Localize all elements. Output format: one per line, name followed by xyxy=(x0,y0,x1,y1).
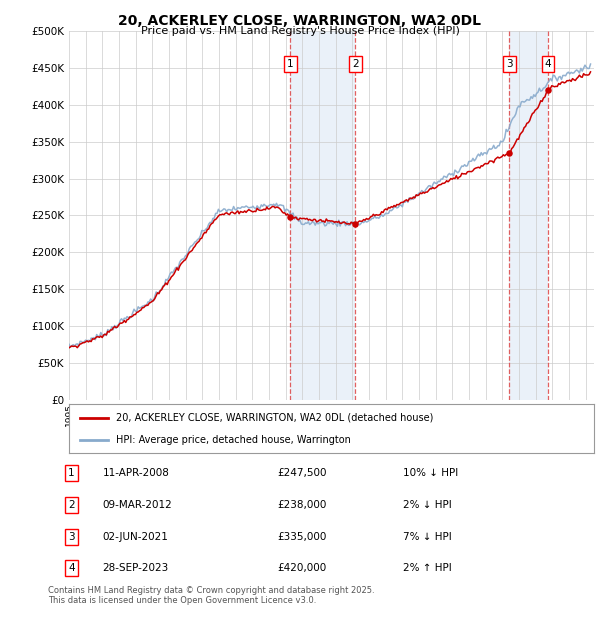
Point xyxy=(286,212,295,222)
Point xyxy=(505,148,514,157)
Text: 09-MAR-2012: 09-MAR-2012 xyxy=(103,500,172,510)
Text: 2% ↓ HPI: 2% ↓ HPI xyxy=(403,500,452,510)
Text: HPI: Average price, detached house, Warrington: HPI: Average price, detached house, Warr… xyxy=(116,435,351,445)
Text: £335,000: £335,000 xyxy=(277,531,326,542)
Bar xyxy=(509,31,548,400)
Text: 10% ↓ HPI: 10% ↓ HPI xyxy=(403,468,458,479)
Point xyxy=(350,219,360,229)
Text: £420,000: £420,000 xyxy=(277,563,326,574)
Point xyxy=(544,85,553,95)
Text: 02-JUN-2021: 02-JUN-2021 xyxy=(103,531,169,542)
Text: 7% ↓ HPI: 7% ↓ HPI xyxy=(403,531,452,542)
Text: 1: 1 xyxy=(68,468,75,479)
Text: 3: 3 xyxy=(68,531,75,542)
Text: 11-APR-2008: 11-APR-2008 xyxy=(103,468,169,479)
Text: 20, ACKERLEY CLOSE, WARRINGTON, WA2 0DL (detached house): 20, ACKERLEY CLOSE, WARRINGTON, WA2 0DL … xyxy=(116,413,434,423)
Text: 20, ACKERLEY CLOSE, WARRINGTON, WA2 0DL: 20, ACKERLEY CLOSE, WARRINGTON, WA2 0DL xyxy=(119,14,482,28)
Text: 2% ↑ HPI: 2% ↑ HPI xyxy=(403,563,452,574)
Text: Contains HM Land Registry data © Crown copyright and database right 2025.
This d: Contains HM Land Registry data © Crown c… xyxy=(48,586,374,605)
Bar xyxy=(290,31,355,400)
Text: 4: 4 xyxy=(68,563,75,574)
Text: 2: 2 xyxy=(68,500,75,510)
Text: Price paid vs. HM Land Registry's House Price Index (HPI): Price paid vs. HM Land Registry's House … xyxy=(140,26,460,36)
Text: £238,000: £238,000 xyxy=(277,500,326,510)
Text: 1: 1 xyxy=(287,59,293,69)
Text: £247,500: £247,500 xyxy=(277,468,327,479)
Text: 2: 2 xyxy=(352,59,359,69)
Text: 4: 4 xyxy=(545,59,551,69)
Text: 3: 3 xyxy=(506,59,512,69)
Text: 28-SEP-2023: 28-SEP-2023 xyxy=(103,563,169,574)
